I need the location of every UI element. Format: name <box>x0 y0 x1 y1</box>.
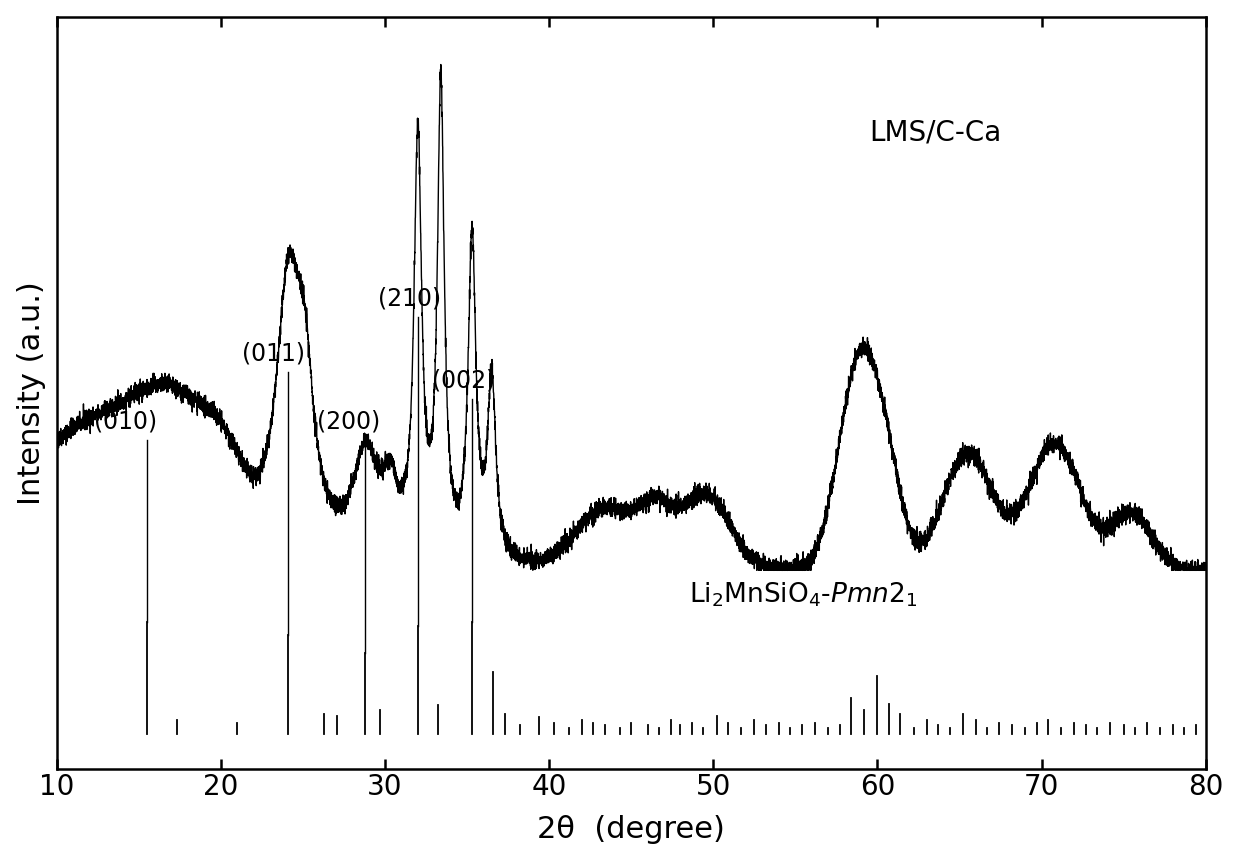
X-axis label: 2θ  (degree): 2θ (degree) <box>537 815 725 845</box>
Text: (011): (011) <box>242 341 305 365</box>
Text: (010): (010) <box>94 410 157 434</box>
Text: (002): (002) <box>433 369 496 393</box>
Y-axis label: Intensity (a.u.): Intensity (a.u.) <box>16 281 46 505</box>
Text: Li$_2$MnSiO$_4$-$\mathit{Pmn}2_1$: Li$_2$MnSiO$_4$-$\mathit{Pmn}2_1$ <box>688 580 918 609</box>
Text: LMS/C-Ca: LMS/C-Ca <box>869 119 1002 147</box>
Text: (210): (210) <box>378 287 441 311</box>
Text: (200): (200) <box>317 410 381 434</box>
